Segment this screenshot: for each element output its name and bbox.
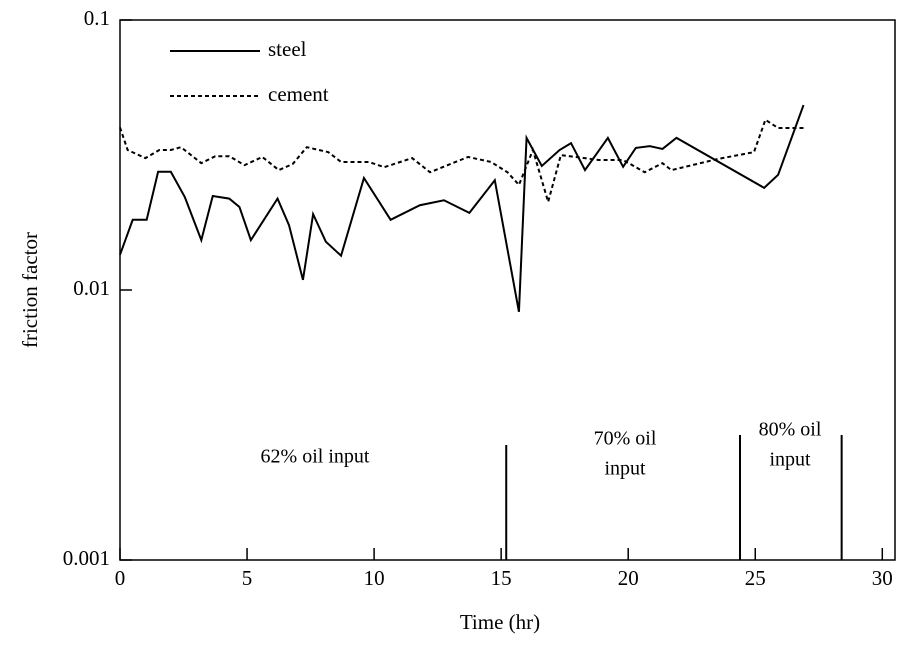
x-tick-label: 15: [491, 566, 512, 590]
annotation: input: [769, 449, 811, 471]
x-tick-label: 25: [745, 566, 766, 590]
x-tick-label: 5: [242, 566, 253, 590]
y-axis-label: friction factor: [18, 232, 42, 348]
data-line: [119, 118, 804, 206]
annotation: input: [604, 458, 646, 480]
plot-frame: [119, 19, 896, 561]
x-tick-label: 30: [872, 566, 893, 590]
y-tick-label: 0.1: [84, 6, 110, 30]
annotation: 70% oil: [594, 428, 657, 450]
y-tick-label: 0.01: [73, 276, 110, 300]
legend-label: steel: [268, 37, 307, 61]
data-line: [119, 104, 805, 313]
x-axis-label: Time (hr): [460, 610, 540, 634]
annotation: 62% oil input: [261, 446, 370, 468]
annotation: 80% oil: [759, 419, 822, 441]
legend-label: cement: [268, 82, 329, 106]
x-tick-label: 10: [364, 566, 385, 590]
x-tick-label: 0: [115, 566, 126, 590]
x-tick-label: 20: [618, 566, 639, 590]
y-tick-label: 0.001: [63, 546, 110, 570]
